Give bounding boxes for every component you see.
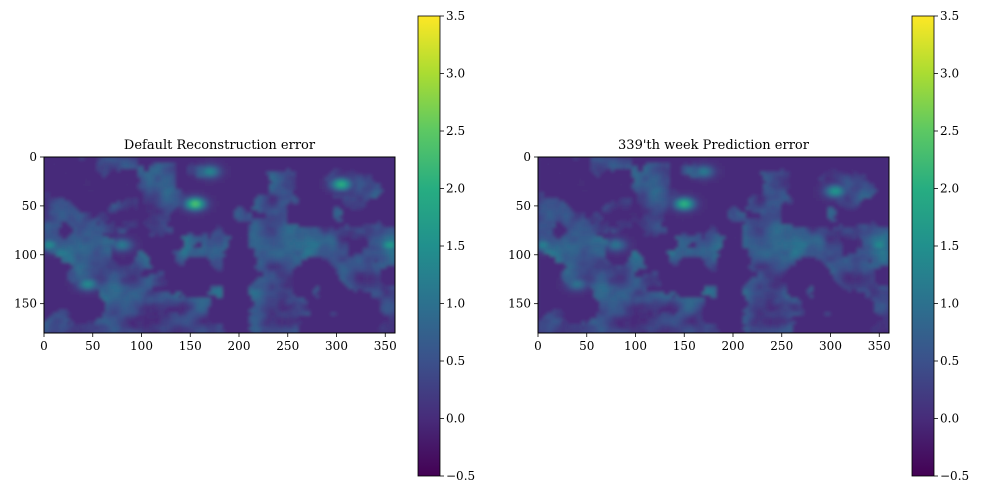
colorbar-tick-label: 1.0	[446, 297, 465, 311]
colorbar-tick-label: −0.5	[940, 469, 969, 483]
x-tick-label: 100	[130, 339, 153, 353]
x-tick-label: 350	[374, 339, 397, 353]
y-tick-label: 0	[523, 150, 531, 164]
y-tick-label: 50	[516, 199, 531, 213]
colorbar-tick-label: 3.5	[940, 9, 959, 23]
y-tick-label: 150	[14, 297, 37, 311]
colorbar-tick-label: 0.0	[446, 412, 465, 426]
colorbar-tick-label: 3.0	[446, 67, 465, 81]
x-tick-label: 300	[325, 339, 348, 353]
y-tick-label: 100	[14, 248, 37, 262]
x-tick-label: 100	[624, 339, 647, 353]
x-tick-label: 200	[722, 339, 745, 353]
colorbar-tick-label: 1.5	[940, 239, 959, 253]
x-tick-label: 350	[868, 339, 891, 353]
panel-title: 339'th week Prediction error	[618, 138, 810, 153]
colorbar-tick-label: 2.0	[446, 182, 465, 196]
heatmap	[538, 157, 889, 333]
axes-frame	[43, 156, 396, 334]
y-tick-label: 50	[22, 199, 37, 213]
x-tick-label: 150	[179, 339, 202, 353]
colorbar-tick-label: 2.0	[940, 182, 959, 196]
x-tick-label: 250	[770, 339, 793, 353]
x-tick-label: 150	[673, 339, 696, 353]
panel-0: Default Reconstruction error 0 50 100 150 200…	[14, 9, 475, 483]
colorbar-tick-label: −0.5	[446, 469, 475, 483]
y-tick-label: 0	[29, 150, 37, 164]
y-tick-label: 150	[508, 297, 531, 311]
colorbar-tick-label: 0.5	[940, 354, 959, 368]
heatmap	[44, 157, 395, 333]
x-tick-label: 250	[276, 339, 299, 353]
panel-1: 339'th week Prediction error 0 50 100 150 200…	[508, 9, 969, 483]
colorbar-tick-label: 0.5	[446, 354, 465, 368]
panel-title: Default Reconstruction error	[124, 138, 316, 153]
x-tick-label: 0	[40, 339, 48, 353]
colorbar-tick-label: 1.0	[940, 297, 959, 311]
colorbar: −0.5 0.0 0.5 1.0 1.5 2.0 2.5 3.0 3.5	[417, 9, 475, 483]
colorbar-tick-label: 3.5	[446, 9, 465, 23]
axes-frame	[537, 156, 890, 334]
x-tick-label: 0	[534, 339, 542, 353]
colorbar-tick-label: 0.0	[940, 412, 959, 426]
colorbar-tick-label: 3.0	[940, 67, 959, 81]
x-tick-label: 50	[579, 339, 594, 353]
x-tick-label: 50	[85, 339, 100, 353]
colorbar-gradient	[417, 15, 441, 477]
colorbar-tick-label: 2.5	[940, 124, 959, 138]
colorbar-gradient	[911, 15, 935, 477]
colorbar: −0.5 0.0 0.5 1.0 1.5 2.0 2.5 3.0 3.5	[911, 9, 969, 483]
colorbar-tick-label: 2.5	[446, 124, 465, 138]
x-tick-label: 200	[228, 339, 251, 353]
colorbar-tick-label: 1.5	[446, 239, 465, 253]
x-tick-label: 300	[819, 339, 842, 353]
y-tick-label: 100	[508, 248, 531, 262]
